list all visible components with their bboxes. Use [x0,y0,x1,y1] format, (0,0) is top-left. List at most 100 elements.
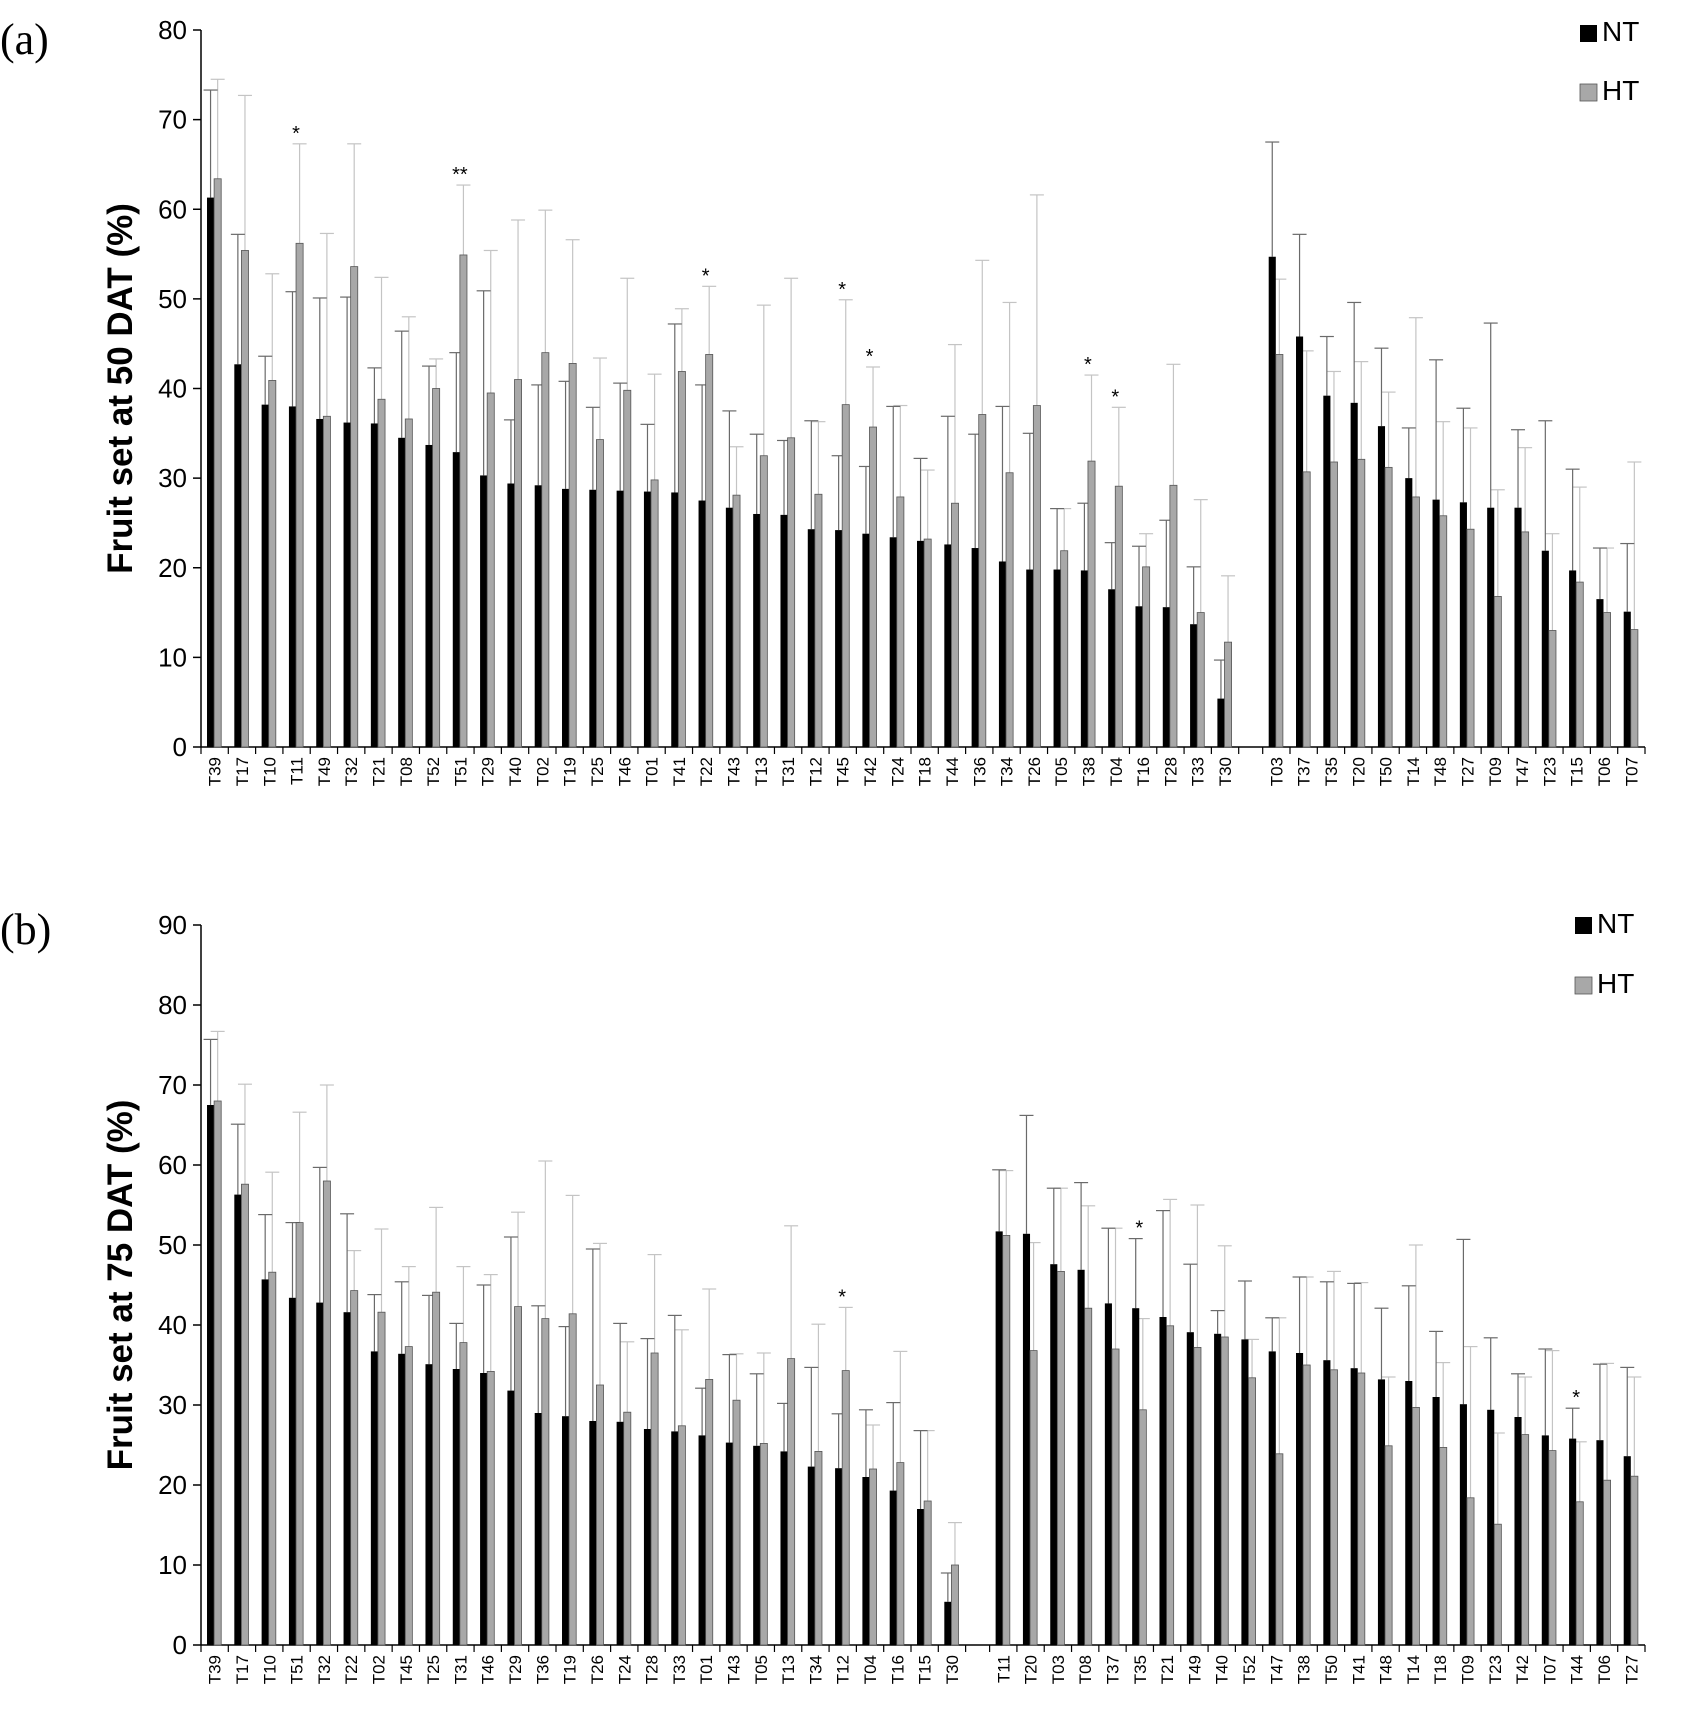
nt-bar-T23 [1541,550,1549,747]
ht-bar-T01 [705,1379,714,1646]
y-tick-label: 0 [173,732,187,762]
x-tick-label: T21 [1158,1655,1177,1684]
ht-bar-T39 [213,178,222,748]
x-tick-label: T37 [1104,1655,1123,1684]
ht-bar-T40 [1220,1336,1229,1646]
x-tick-label: T52 [1240,1655,1259,1684]
ht-bar-T52 [1248,1377,1256,1646]
nt-bar-T47 [1514,507,1522,747]
legend-label-ht: HT [1597,968,1634,999]
nt-bar-T49 [316,418,324,747]
nt-bar-T20 [1350,402,1358,747]
ht-bar-T04 [869,1468,877,1646]
nt-bar-T46 [480,1373,488,1645]
x-tick-label: T46 [615,757,634,786]
x-tick-label: T25 [424,1655,443,1684]
x-tick-label: T16 [1134,757,1153,786]
ht-bar-T27 [1466,528,1475,748]
x-tick-label: T08 [1076,1655,1095,1684]
nt-bar-T29 [507,1390,515,1645]
x-tick-label: T24 [888,757,907,786]
x-tick-label: T07 [1540,1655,1559,1684]
x-tick-label: T16 [888,1655,907,1684]
x-tick-label: T04 [1107,757,1126,786]
nt-bar-T10 [261,1279,269,1645]
legend-swatch-nt [1575,917,1592,934]
ht-bar-T23 [1548,630,1557,748]
nt-bar-T30 [944,1601,952,1645]
ht-bar-T29 [486,392,495,748]
ht-bar-T03 [1056,1271,1065,1646]
nt-bar-T34 [998,561,1007,747]
x-tick-label: T15 [916,1655,935,1684]
nt-bar-T43 [725,507,733,747]
nt-bar-T15 [917,1509,925,1645]
y-tick-label: 60 [158,1150,187,1180]
nt-bar-T08 [1077,1269,1085,1645]
nt-bar-T25 [589,489,597,747]
x-tick-label: T12 [834,1655,853,1684]
nt-bar-T52 [1241,1339,1249,1645]
x-tick-label: T33 [1189,757,1208,786]
ht-bar-T09 [1493,596,1502,748]
y-tick-label: 50 [158,284,187,314]
significance-marker: * [838,279,846,301]
ht-bar-T44 [1575,1501,1584,1646]
x-tick-label: T38 [1080,757,1099,786]
nt-bar-T05 [1053,569,1061,747]
y-tick-label: 90 [158,910,187,940]
nt-bar-T19 [562,488,570,747]
nt-bar-T32 [316,1302,324,1645]
ht-bar-T32 [350,266,359,748]
ht-bar-T25 [432,1291,441,1646]
ht-bar-T50 [1330,1369,1338,1646]
nt-bar-T31 [780,514,788,747]
x-tick-label: T43 [725,757,744,786]
nt-bar-T35 [1132,1308,1140,1645]
nt-bar-T48 [1377,1379,1386,1645]
x-tick-label: T03 [1267,757,1286,786]
ht-bar-T37 [1111,1348,1120,1646]
ht-bar-T40 [514,379,522,748]
significance-marker: * [1572,1387,1580,1409]
ht-bar-T36 [978,414,987,748]
nt-bar-T48 [1432,499,1440,747]
nt-bar-T50 [1323,1360,1331,1645]
ht-bar-T31 [787,437,796,748]
ht-bar-T28 [650,1352,659,1646]
ht-bar-T37 [1302,471,1311,748]
ht-bar-T14 [1411,496,1420,748]
ht-bar-T16 [1142,566,1151,748]
ht-bar-T11 [1002,1235,1011,1646]
x-tick-label: T40 [506,757,525,786]
ht-bar-T26 [1032,405,1041,748]
x-tick-label: T14 [1404,1655,1423,1684]
panel-a-chart: (a) 0 10 20 30 40 50 60 70 80 Fruit set at 50 DAT … [0,15,1646,786]
ht-bar-T13 [759,455,768,748]
nt-bar-T03 [1268,256,1276,747]
ht-bar-T35 [1138,1409,1147,1646]
x-tick-label: T32 [315,1655,334,1684]
nt-bar-T05 [753,1445,761,1645]
x-tick-label: T20 [1349,757,1368,786]
ht-bar-T51 [459,254,468,748]
nt-bar-T14 [1405,1381,1413,1645]
ht-bar-T35 [1330,461,1338,748]
nt-bar-T07 [1623,611,1631,747]
x-tick-label: T18 [1431,1655,1450,1684]
ht-bar-T02 [541,352,550,748]
nt-bar-T03 [1050,1264,1058,1645]
nt-bar-T17 [234,1194,242,1645]
ht-bar-T15 [1575,581,1584,748]
x-tick-label: T33 [670,1655,689,1684]
x-tick-label: T26 [588,1655,607,1684]
y-tick-label: 20 [158,553,187,583]
ht-bar-T42 [869,426,877,748]
x-tick-label: T45 [834,757,853,786]
x-tick-label: T27 [1622,1655,1641,1684]
ht-bar-T29 [514,1306,522,1646]
nt-bar-T47 [1268,1351,1276,1645]
nt-bar-T23 [1487,1409,1495,1645]
x-tick-label: T52 [424,757,443,786]
nt-bar-T17 [234,364,242,747]
